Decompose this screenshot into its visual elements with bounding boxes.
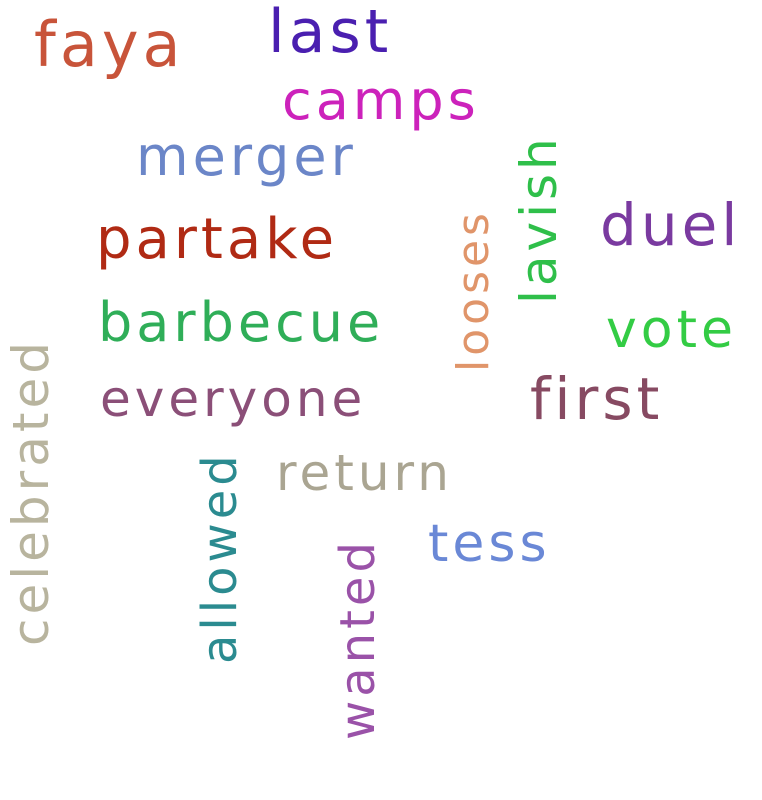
word-camps: camps bbox=[282, 69, 480, 132]
word-vote: vote bbox=[606, 300, 737, 360]
word-looses: looses bbox=[448, 209, 499, 372]
word-duel: duel bbox=[600, 191, 742, 259]
word-lavish: lavish bbox=[510, 134, 568, 304]
word-allowed: allowed bbox=[192, 451, 248, 664]
word-barbecue: barbecue bbox=[98, 291, 385, 354]
word-faya: faya bbox=[34, 8, 185, 81]
word-wanted: wanted bbox=[330, 538, 386, 740]
word-everyone: everyone bbox=[100, 370, 367, 428]
word-celebrated: celebrated bbox=[2, 338, 60, 646]
word-return: return bbox=[276, 444, 453, 502]
word-first: first bbox=[530, 365, 664, 433]
word-tess: tess bbox=[428, 514, 551, 574]
word-merger: merger bbox=[136, 125, 357, 188]
word-partake: partake bbox=[96, 207, 339, 272]
word-last: last bbox=[268, 0, 393, 67]
